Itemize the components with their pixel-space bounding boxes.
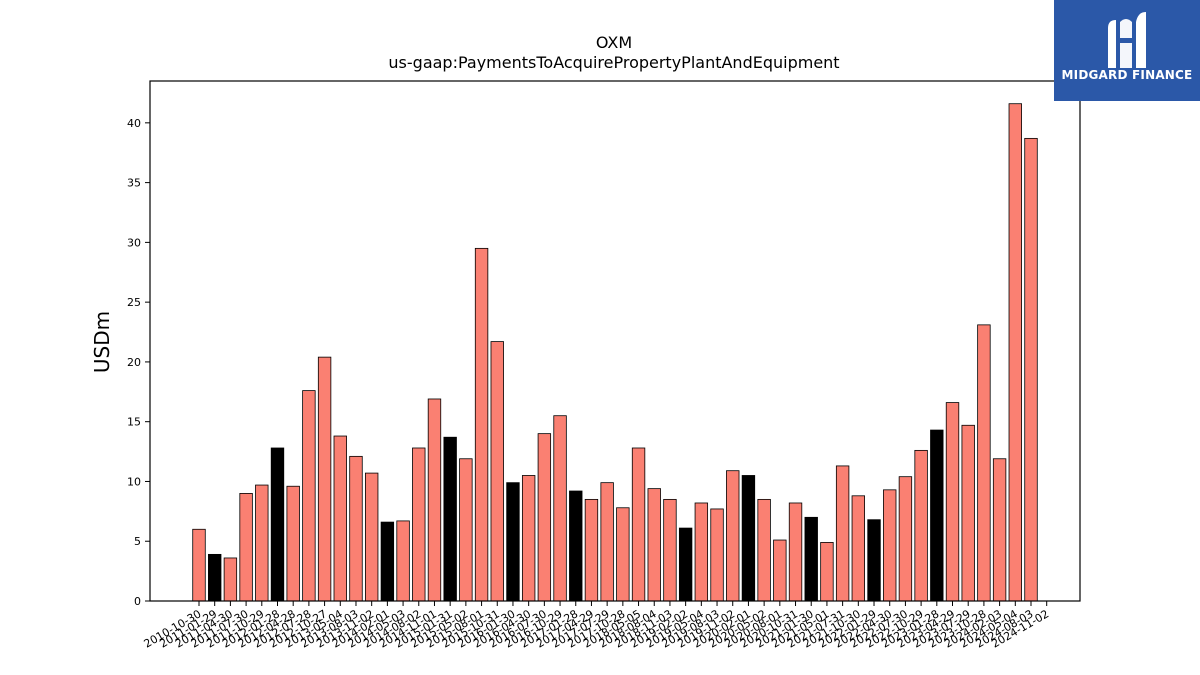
bar-2018-05-05 <box>631 447 646 602</box>
y-tick-label-10: 10 <box>127 475 141 488</box>
chart-subtitle: us-gaap:PaymentsToAcquirePropertyPlantAn… <box>388 53 839 72</box>
bar-2011-04-30 <box>223 557 238 602</box>
y-tick-label-30: 30 <box>127 236 141 249</box>
bar-2019-05-04 <box>694 502 709 602</box>
bar-2012-01-28 <box>270 447 285 602</box>
bars-group <box>192 103 1038 602</box>
bar-2015-01-31 <box>443 436 457 602</box>
x-axis: 2010-10-302011-01-292011-04-302011-07-30… <box>142 601 1051 651</box>
bar-2016-04-30 <box>521 475 536 602</box>
bar-2022-01-29 <box>867 519 881 602</box>
bar-2012-10-27 <box>317 356 332 602</box>
bar-2023-04-29 <box>945 402 960 602</box>
bar-2024-08-03 <box>1024 137 1038 602</box>
bar-2020-02-01 <box>741 475 756 602</box>
bar-2010-10-30 <box>192 528 206 602</box>
brand-name: MIDGARD FINANCE <box>1061 68 1193 82</box>
bar-2022-10-29 <box>914 449 928 602</box>
y-tick-label-35: 35 <box>127 177 141 190</box>
bar-2023-10-28 <box>977 324 991 602</box>
bar-2015-08-01 <box>474 247 489 602</box>
bar-2012-07-28 <box>302 390 316 602</box>
bar-2023-01-28 <box>930 429 944 602</box>
bar-2019-08-03 <box>710 508 724 602</box>
y-tick-label-20: 20 <box>127 356 141 369</box>
bar-2014-05-03 <box>396 520 410 602</box>
bar-2019-02-02 <box>678 527 693 602</box>
bar-2017-10-28 <box>616 507 630 602</box>
bar-2021-07-31 <box>835 465 850 602</box>
y-tick-label-40: 40 <box>127 117 141 130</box>
bar-2017-07-29 <box>600 482 614 602</box>
bar-2011-10-29 <box>255 484 269 602</box>
y-tick-label-15: 15 <box>127 416 141 429</box>
bar-2020-10-31 <box>788 502 803 602</box>
y-axis-label: USDm <box>90 311 114 373</box>
bar-2016-07-30 <box>537 433 552 602</box>
bar-2023-07-29 <box>961 424 975 602</box>
bar-2021-01-30 <box>804 516 818 602</box>
bar-2020-05-02 <box>757 498 771 602</box>
bar-2017-01-28 <box>569 490 583 602</box>
bar-2024-02-03 <box>992 458 1007 602</box>
bar-2012-04-28 <box>286 485 300 602</box>
y-tick-label-0: 0 <box>134 595 141 608</box>
bar-2016-01-30 <box>506 482 520 602</box>
bar-2013-08-03 <box>349 455 363 602</box>
y-axis: 0 5 10 15 20 25 30 35 40 <box>127 117 150 608</box>
plot-frame <box>149 80 1081 602</box>
bar-2024-05-04 <box>1008 103 1022 602</box>
bar-2020-08-01 <box>773 539 787 602</box>
bar-2015-05-02 <box>459 458 473 602</box>
bar-2015-10-31 <box>490 341 504 602</box>
bar-2021-05-01 <box>820 542 834 602</box>
chart-title: OXM <box>596 33 632 52</box>
bar-2018-11-03 <box>663 498 677 602</box>
y-tick-label-25: 25 <box>127 296 141 309</box>
midgard-logo-icon <box>1108 12 1146 68</box>
bar-2014-08-02 <box>412 447 426 602</box>
bar-2014-02-01 <box>380 521 395 602</box>
bar-2016-10-29 <box>553 415 567 602</box>
bar-2013-11-02 <box>364 472 379 602</box>
bar-2011-07-30 <box>239 493 253 602</box>
bar-2022-04-30 <box>883 489 897 602</box>
bar-2019-11-02 <box>726 470 740 602</box>
bar-2018-08-04 <box>647 488 661 602</box>
bar-2014-11-01 <box>427 398 442 602</box>
bar-2017-04-29 <box>584 498 599 602</box>
brand-logo: MIDGARD FINANCE <box>1054 0 1200 101</box>
bar-2011-01-29 <box>208 553 222 602</box>
bar-2022-07-30 <box>898 476 913 602</box>
y-tick-label-5: 5 <box>134 535 141 548</box>
bar-2013-05-04 <box>333 435 347 602</box>
bar-2021-10-30 <box>851 495 865 602</box>
